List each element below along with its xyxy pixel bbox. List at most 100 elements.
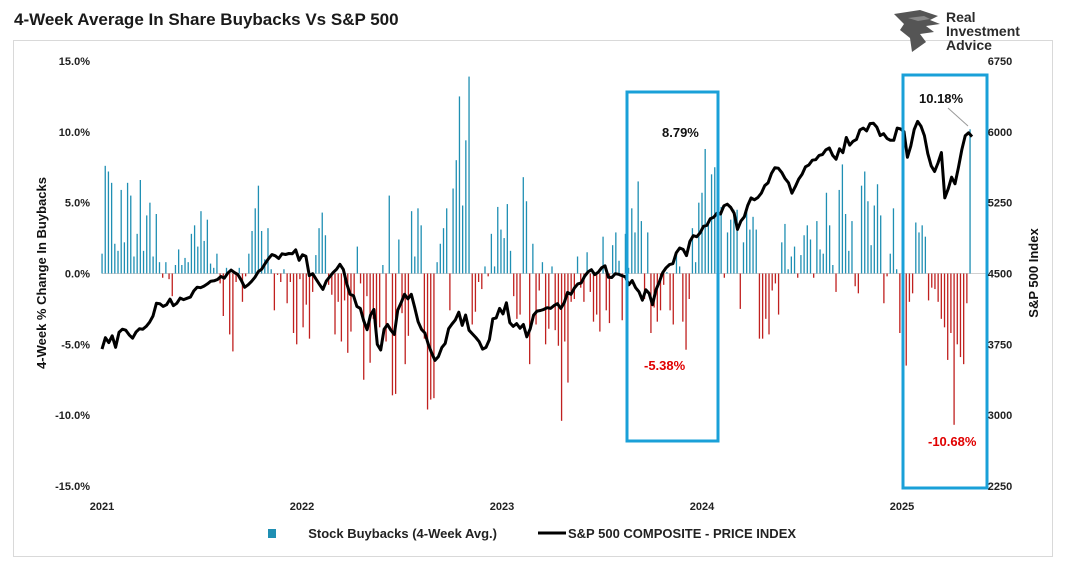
buyback-bar: [564, 273, 566, 342]
buyback-bar: [308, 273, 311, 339]
buyback-bar: [136, 233, 138, 274]
buyback-bar: [257, 185, 260, 274]
buyback-bar: [624, 233, 627, 274]
buyback-bar: [720, 206, 722, 274]
buyback-bar: [487, 273, 489, 277]
buyback-bar: [793, 246, 796, 274]
buyback-bar: [927, 273, 930, 301]
buyback-bar: [876, 184, 879, 274]
bar-series: [101, 76, 971, 425]
buyback-bar: [714, 167, 716, 274]
buyback-bar: [752, 216, 754, 274]
buyback-bar: [535, 273, 537, 325]
buyback-bar: [331, 273, 333, 295]
buyback-bar: [911, 273, 914, 294]
buyback-bar: [768, 273, 770, 335]
buyback-bar: [806, 225, 808, 274]
brand-logo: [890, 8, 1040, 58]
buyback-bar: [410, 211, 413, 274]
buyback-bar: [500, 229, 502, 274]
buyback-bar: [522, 177, 524, 274]
left-tick-label: 0.0%: [65, 269, 90, 281]
buyback-bar: [886, 273, 888, 277]
buyback-bar: [963, 273, 965, 365]
buyback-bar: [736, 209, 738, 274]
buyback-bar: [774, 273, 777, 284]
buyback-bar: [860, 185, 863, 274]
buyback-bar: [146, 215, 148, 274]
buyback-bar: [781, 242, 783, 274]
buyback-bar: [800, 255, 802, 274]
buyback-bar: [854, 273, 856, 287]
buyback-bar: [653, 273, 655, 308]
buyback-bar: [880, 215, 882, 274]
buyback-bar: [599, 273, 601, 332]
buyback-bar: [299, 273, 301, 280]
buyback-bar: [548, 273, 550, 329]
buyback-bar: [784, 223, 786, 274]
buyback-bar: [816, 221, 818, 274]
buyback-bar: [608, 273, 611, 324]
buyback-bar: [493, 266, 496, 274]
buyback-bar: [790, 256, 792, 274]
buyback-bar: [739, 273, 741, 309]
buyback-bar: [640, 221, 643, 274]
buyback-bar: [165, 262, 167, 274]
buyback-bar: [701, 192, 703, 274]
buyback-bar: [216, 253, 218, 274]
buyback-bar: [280, 273, 282, 282]
buyback-bar: [110, 182, 113, 274]
buyback-bar: [130, 195, 132, 274]
buyback-bar: [273, 273, 276, 311]
buyback-bar: [462, 205, 464, 274]
buyback-bar: [200, 211, 202, 274]
buyback-bar: [477, 273, 480, 282]
left-tick-label: 10.0%: [59, 127, 90, 139]
buyback-bar: [675, 252, 678, 274]
buyback-bar: [777, 273, 780, 315]
buyback-bar: [260, 231, 263, 274]
buyback-bar: [101, 253, 103, 274]
left-tick-label: 5.0%: [65, 198, 90, 210]
buyback-bar: [417, 208, 419, 274]
buyback-bar: [538, 273, 540, 291]
buyback-bar: [586, 252, 588, 274]
buyback-bar: [513, 273, 515, 297]
buyback-bar: [190, 233, 193, 274]
buyback-bar: [966, 273, 968, 304]
buyback-bar: [771, 273, 773, 291]
buyback-bar: [787, 269, 789, 274]
left-axis-title: 4-Week % Change In Buybacks: [34, 177, 49, 369]
buyback-bar: [848, 250, 850, 274]
buyback-bar: [229, 273, 231, 335]
buyback-bar: [292, 273, 295, 333]
buyback-bar: [123, 242, 126, 274]
buyback-bar: [187, 262, 189, 274]
buyback-bar: [468, 76, 470, 274]
buyback-bar: [238, 267, 240, 274]
buyback-bar: [209, 263, 212, 274]
buyback-bar: [797, 273, 799, 278]
buyback-bar: [126, 182, 129, 274]
buyback-bar: [366, 273, 368, 297]
buyback-bar: [554, 273, 556, 331]
buyback-bar: [694, 262, 697, 274]
buyback-bar: [765, 273, 767, 319]
left-tick-label: -5.0%: [61, 339, 90, 351]
buyback-bar: [139, 180, 141, 274]
buyback-bar: [107, 171, 110, 274]
buyback-bar: [733, 209, 735, 274]
buyback-bar: [474, 273, 477, 312]
buyback-bar: [835, 273, 837, 292]
buyback-bar: [864, 171, 866, 274]
buyback-bar: [698, 202, 700, 274]
buyback-bar: [905, 273, 907, 366]
buyback-bar: [356, 246, 358, 274]
buyback-bar: [197, 246, 199, 274]
buyback-bar: [969, 129, 971, 274]
left-tick-label: 15.0%: [59, 56, 90, 68]
buyback-bar: [117, 250, 119, 274]
buyback-bar: [251, 231, 253, 274]
buyback-bar: [446, 208, 448, 274]
